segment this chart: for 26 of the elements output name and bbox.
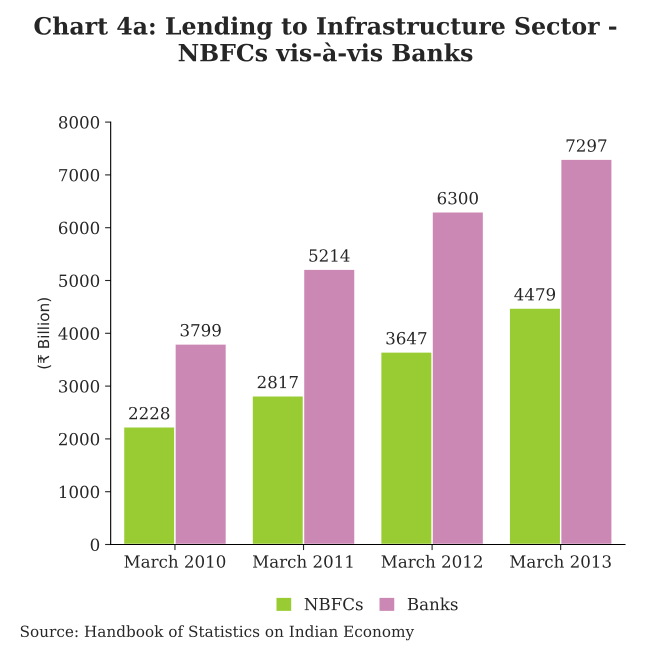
data-label: 4479 [514, 288, 556, 301]
legend-label: NBFCs [304, 598, 363, 610]
legend-label: Banks [408, 598, 458, 610]
chart-title: Chart 4a: Lending to Infrastructure Sector - NBFCs vis-à-vis Banks [34, 16, 616, 62]
data-label: 3799 [180, 324, 221, 337]
data-label: 3647 [386, 332, 426, 345]
y-tick-label: 5000 [59, 274, 100, 288]
y-tick-label: 1000 [60, 486, 100, 498]
y-tick-label: 2000 [58, 432, 100, 446]
data-label: 2228 [129, 406, 170, 420]
y-tick-label: 8000 [58, 116, 100, 129]
source-note: Source: Handbook of Statistics on Indian Economy [20, 625, 414, 640]
data-label: 7297 [566, 139, 606, 152]
y-tick-label: 6000 [58, 222, 100, 234]
x-tick-label: March 2013 [510, 554, 611, 568]
x-tick-label: March 2010 [124, 554, 226, 568]
x-tick-label: March 2011 [252, 554, 353, 568]
y-tick-label: 7000 [59, 168, 100, 182]
y-tick-label: 3000 [59, 380, 100, 393]
y-tick-label: 0 [90, 538, 100, 552]
data-label: 6300 [438, 192, 478, 204]
x-tick-label: March 2012 [382, 554, 482, 568]
data-label: 2817 [258, 376, 298, 388]
data-label: 5214 [309, 249, 350, 262]
y-axis-title: (₹ Billion) [37, 298, 52, 368]
y-tick-label: 4000 [58, 327, 100, 340]
